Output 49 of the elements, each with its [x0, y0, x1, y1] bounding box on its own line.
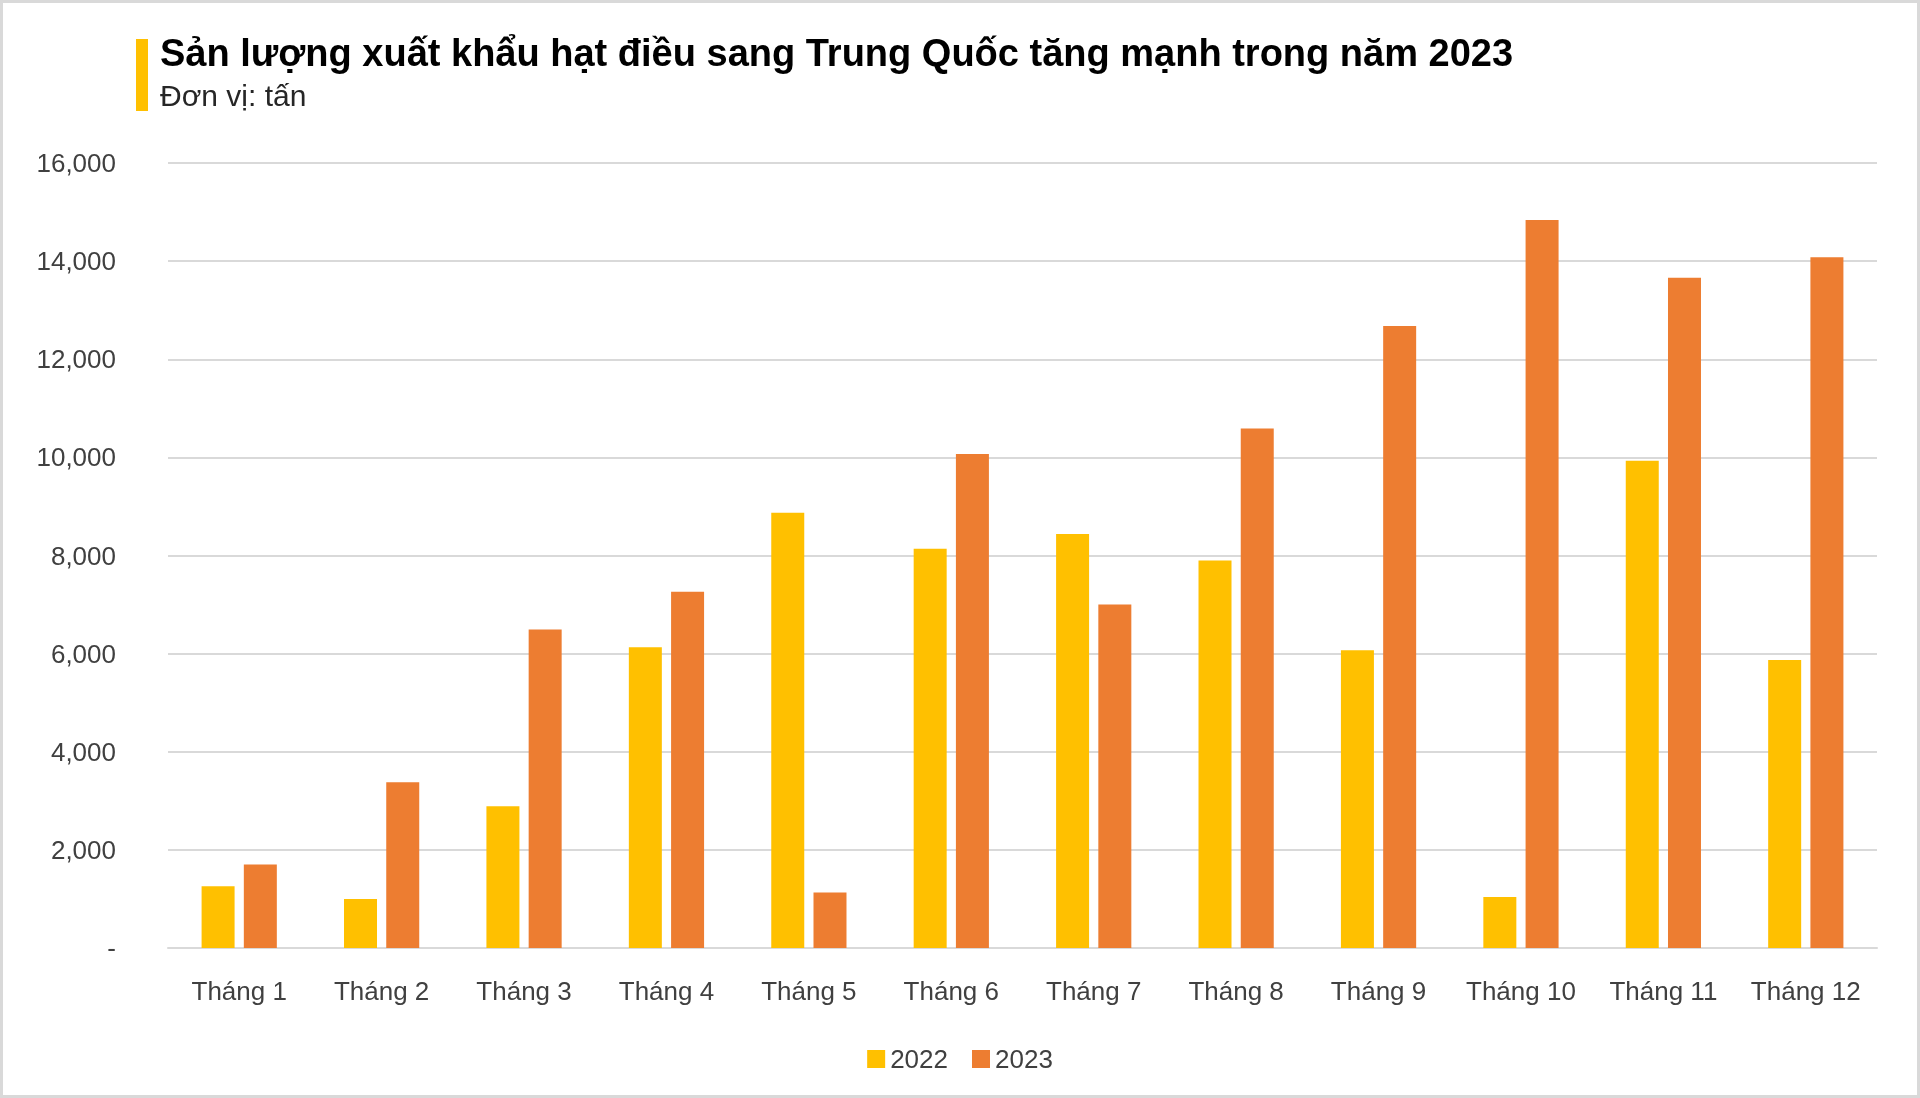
bar	[1340, 650, 1374, 948]
bar	[1525, 219, 1559, 948]
bar	[1056, 533, 1090, 948]
y-tick-label: 8,000	[50, 540, 116, 571]
bar	[528, 629, 562, 948]
y-tick-label: 16,000	[36, 148, 116, 178]
bar	[1668, 277, 1701, 948]
bar	[771, 512, 805, 948]
legend-label: 2022	[890, 1044, 948, 1074]
x-tick-label: Tháng 3	[476, 976, 572, 1006]
x-tick-label: Tháng 6	[903, 976, 999, 1006]
bar	[913, 548, 947, 948]
x-tick-label: Tháng 10	[1466, 976, 1576, 1006]
bar	[386, 782, 420, 948]
bar	[1625, 460, 1659, 948]
chart-subtitle: Đơn vị: tấn	[160, 78, 307, 112]
bar	[1240, 428, 1274, 948]
bar	[201, 886, 235, 948]
x-tick-label: Tháng 12	[1750, 976, 1861, 1006]
bar	[1810, 257, 1844, 948]
x-tick-label: Tháng 8	[1188, 976, 1284, 1006]
bar	[1198, 560, 1232, 948]
bar	[344, 898, 378, 948]
x-tick-label: Tháng 4	[618, 976, 715, 1006]
bar	[486, 806, 520, 948]
y-tick-label: 14,000	[36, 246, 116, 277]
bar	[813, 892, 847, 948]
x-tick-label: Tháng 2	[333, 976, 430, 1006]
bar	[243, 864, 277, 948]
bar	[1383, 325, 1417, 948]
bar	[1483, 896, 1517, 948]
y-tick-label: -	[107, 933, 116, 963]
x-tick-label: Tháng 7	[1046, 976, 1142, 1006]
legend-label: 2023	[995, 1044, 1053, 1074]
x-tick-label: Tháng 1	[191, 976, 287, 1006]
y-tick-label: 6,000	[50, 638, 116, 669]
bar	[955, 453, 989, 948]
y-tick-label: 12,000	[36, 344, 116, 375]
bar	[628, 647, 662, 948]
chart-title: Sản lượng xuất khẩu hạt điều sang Trung Quốc tăng mạnh trong năm 2023	[160, 32, 1514, 74]
bar	[1768, 660, 1802, 948]
y-tick-label: 4,000	[50, 736, 116, 767]
bar	[1098, 604, 1132, 948]
x-tick-label: Tháng 11	[1609, 976, 1718, 1006]
x-tick-label: Tháng 9	[1330, 976, 1427, 1006]
y-tick-label: 10,000	[36, 442, 116, 473]
bar	[671, 591, 705, 948]
x-tick-label: Tháng 5	[761, 976, 857, 1006]
y-tick-label: 2,000	[50, 834, 116, 865]
